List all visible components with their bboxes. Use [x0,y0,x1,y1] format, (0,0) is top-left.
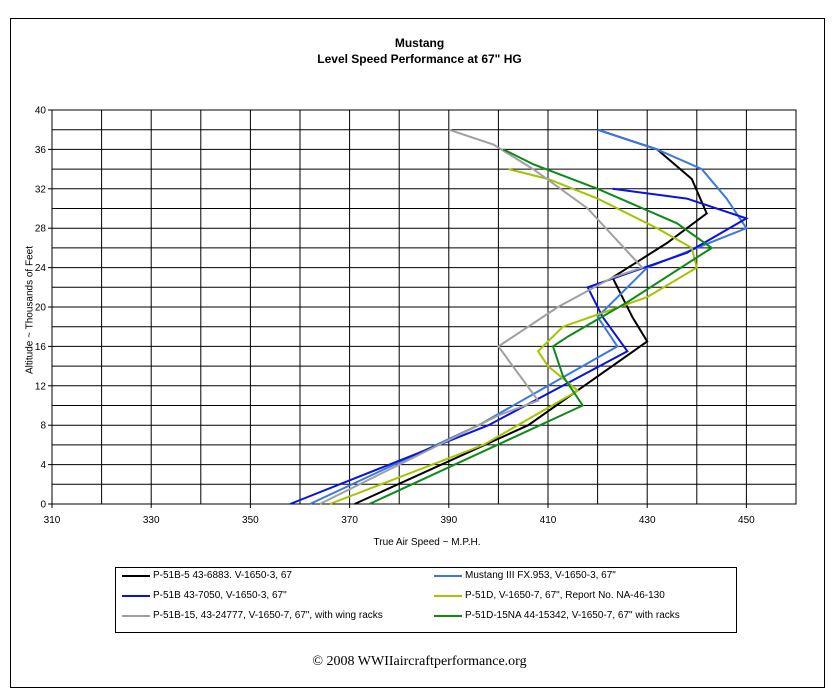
legend-item-4: P-51D, V-1650-7, 67", Report No. NA-46-1… [434,590,665,601]
chart-subtitle: Level Speed Performance at 67" HG [317,52,522,66]
legend-swatch [434,614,462,617]
legend-label: P-51D-15NA 44-15342, V-1650-7, 67" with … [465,610,680,621]
legend-item-2: Mustang III FX.953, V-1650-3, 67" [434,570,616,581]
y-tick-label: 36 [35,145,47,156]
x-tick-label: 370 [341,515,358,526]
legend-item-5: P-51B-15, 43-24777, V-1650-7, 67", with … [122,610,383,621]
y-tick-label: 32 [35,184,47,195]
x-tick-label: 330 [143,515,160,526]
y-tick-label: 0 [40,500,46,511]
legend-swatch [122,594,150,597]
series-line-4 [329,168,698,505]
x-tick-label: 410 [540,515,557,526]
legend-item-6: P-51D-15NA 44-15342, V-1650-7, 67" with … [434,610,680,621]
y-tick-label: 4 [40,460,46,471]
y-tick-label: 28 [35,224,47,235]
legend-label: Mustang III FX.953, V-1650-3, 67" [465,570,616,581]
x-axis-label: True Air Speed ~ M.P.H. [373,537,481,548]
legend-label: P-51D, V-1650-7, 67", Report No. NA-46-1… [465,590,665,601]
x-tick-label: 430 [639,515,656,526]
legend-label: P-51B-15, 43-24777, V-1650-7, 67", with … [153,610,383,621]
series-line-3 [289,187,749,505]
chart-title: Mustang [394,36,445,50]
series-line-6 [368,148,714,505]
legend-swatch [122,614,150,617]
legend-swatch [434,594,462,597]
y-axis-label: Altitude ~ Thousands of Feet [24,246,36,374]
y-tick-label: 12 [35,381,47,392]
x-tick-label: 390 [440,515,457,526]
x-tick-label: 450 [738,515,755,526]
y-tick-label: 8 [40,421,46,432]
series-line-1 [354,128,708,505]
legend-label: P-51B-5 43-6883. V-1650-3, 67 [153,570,292,581]
legend-swatch [122,574,150,577]
legend-label: P-51B 43-7050, V-1650-3, 67" [153,590,287,601]
copyright-notice: © 2008 WWIIaircraftperformance.org [312,654,527,669]
y-tick-label: 24 [35,263,47,274]
y-tick-label: 16 [35,342,47,353]
series-line-5 [319,128,644,505]
x-tick-label: 350 [242,515,259,526]
x-tick-label: 310 [44,515,61,526]
legend-item-1: P-51B-5 43-6883. V-1650-3, 67 [122,570,292,581]
legend-swatch [434,574,462,577]
y-tick-label: 40 [35,106,47,117]
legend: P-51B-5 43-6883. V-1650-3, 67 Mustang III… [115,567,737,633]
y-tick-label: 20 [35,303,47,314]
legend-item-3: P-51B 43-7050, V-1650-3, 67" [122,590,287,601]
